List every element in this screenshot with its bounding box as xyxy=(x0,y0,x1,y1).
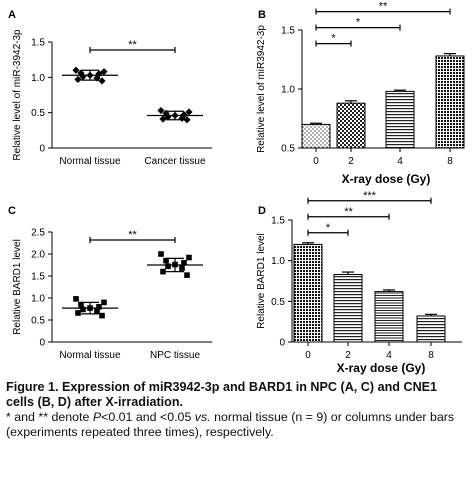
data-point-a xyxy=(157,106,165,115)
x-tick-label-d: 2 xyxy=(345,350,351,361)
data-point-a xyxy=(185,108,193,116)
y-tick-label-b: 0.5 xyxy=(281,144,295,155)
significance-label-d: *** xyxy=(363,190,377,202)
bar-b xyxy=(385,90,415,149)
y-tick-label-c: 1.5 xyxy=(31,272,45,283)
y-axis-label-c: Relative BARD1 level xyxy=(12,239,23,335)
caption-note: * and ** denote P<0.01 and <0.05 vs. nor… xyxy=(6,410,468,440)
caption-note-vs: vs. xyxy=(194,410,211,424)
y-axis-label-a: Relative level of miR-3942-3p xyxy=(12,29,23,161)
y-tick-label-a: 1.0 xyxy=(31,73,45,84)
data-point-c xyxy=(75,310,81,316)
data-point-c xyxy=(160,268,166,275)
bar-d xyxy=(416,315,446,343)
panel-letter-a: A xyxy=(8,9,16,21)
data-point-c xyxy=(165,263,171,270)
caption-title: Figure 1. Expression of miR3942-3p and B… xyxy=(6,380,438,409)
data-point-a xyxy=(98,77,106,85)
panel-letter-b: B xyxy=(258,9,266,21)
bar-d xyxy=(293,243,323,343)
figure-caption: Figure 1. Expression of miR3942-3p and B… xyxy=(6,380,468,440)
caption-note-part-1: * and ** denote xyxy=(6,410,93,424)
panel-a: A 0 0.5 1.0 1.5 Relative level of miR-3942-3p… xyxy=(8,9,212,167)
y-tick-label-d: 1.5 xyxy=(271,216,285,227)
y-tick-label-a: 0.5 xyxy=(31,108,45,119)
y-tick-label-d: 1.0 xyxy=(271,256,285,267)
x-tick-label-d: 8 xyxy=(428,350,434,361)
figure-canvas: A 0 0.5 1.0 1.5 Relative level of miR-3942-3p… xyxy=(8,1,465,375)
data-point-c xyxy=(94,308,100,314)
caption-note-p: P xyxy=(92,410,102,424)
panel-letter-d: D xyxy=(258,205,266,217)
x-tick-label-a: Normal tissue xyxy=(59,156,121,167)
data-point-c xyxy=(163,257,169,264)
data-point-c xyxy=(73,296,79,302)
caption-note-part-3: normal tissue (n = 9) or columns under b… xyxy=(6,410,455,439)
bar-b xyxy=(336,102,366,149)
x-tick-label-d: 0 xyxy=(305,350,311,361)
x-tick-label-c: Normal tissue xyxy=(59,350,121,361)
x-axis-label-d: X-ray dose (Gy) xyxy=(337,361,426,375)
data-point-c xyxy=(101,299,107,306)
data-point-c xyxy=(186,254,192,261)
bar-b xyxy=(435,55,465,149)
y-tick-label-c: 0 xyxy=(39,338,45,349)
significance-label-c: ** xyxy=(128,229,137,241)
data-point-c xyxy=(78,301,84,308)
y-axis-label-d: Relative BARD1 level xyxy=(256,233,267,329)
significance-label-a: ** xyxy=(128,39,137,51)
y-tick-label-a: 0 xyxy=(39,144,45,155)
caption-note-part-2: <0.01 and <0.05 xyxy=(101,410,195,424)
x-tick-label-d: 4 xyxy=(386,350,392,361)
significance-label-d: ** xyxy=(344,206,353,218)
data-point-a xyxy=(159,115,167,123)
x-tick-label-b: 4 xyxy=(397,156,403,167)
x-axis-label-b: X-ray dose (Gy) xyxy=(342,172,431,186)
significance-label-b: * xyxy=(356,17,361,29)
y-tick-label-d: 0.5 xyxy=(271,297,285,308)
y-tick-label-c: 0.5 xyxy=(31,316,45,327)
y-tick-label-c: 2.5 xyxy=(31,228,45,239)
y-tick-label-a: 1.5 xyxy=(31,38,45,49)
data-point-a xyxy=(72,66,80,74)
significance-label-b: * xyxy=(331,33,336,45)
panel-c: C 0 0.5 1.0 1.5 2.0 2.5 Relative BARD1 level Nor… xyxy=(8,205,212,361)
data-point-c xyxy=(184,272,190,278)
x-tick-label-b: 2 xyxy=(348,156,354,167)
panel-b: B 0.5 1.0 1.5 Relative level of miR3942-3p 0 2… xyxy=(256,1,465,186)
bar-b xyxy=(301,123,331,149)
data-point-c xyxy=(181,260,187,266)
y-axis-label-b: Relative level of miR3942-3p xyxy=(256,25,267,153)
y-tick-label-b: 1.0 xyxy=(281,85,295,96)
data-point-c xyxy=(80,306,86,313)
x-tick-label-b: 8 xyxy=(447,156,453,167)
y-tick-label-d: 0 xyxy=(279,338,285,349)
data-point-a xyxy=(74,75,82,84)
data-point-a xyxy=(77,69,85,77)
data-point-c xyxy=(158,251,164,257)
bar-d xyxy=(374,291,404,343)
x-tick-label-a: Cancer tissue xyxy=(144,156,206,167)
x-tick-label-c: NPC tissue xyxy=(150,350,200,361)
panel-d: D 0 0.5 1.0 1.5 Relative BARD1 level 0 2 4 8X-ray… xyxy=(256,190,462,375)
x-tick-label-b: 0 xyxy=(313,156,319,167)
significance-label-b: ** xyxy=(379,1,388,13)
y-tick-label-c: 2.0 xyxy=(31,250,45,261)
y-tick-label-c: 1.0 xyxy=(31,294,45,305)
data-point-c xyxy=(96,304,102,310)
data-point-c xyxy=(179,265,185,271)
panel-letter-c: C xyxy=(8,205,16,217)
data-point-c xyxy=(99,312,105,319)
data-point-a xyxy=(180,111,188,119)
data-point-a xyxy=(183,116,191,124)
significance-label-d: * xyxy=(326,222,331,234)
y-tick-label-b: 1.5 xyxy=(281,26,295,37)
bar-d xyxy=(333,273,363,343)
